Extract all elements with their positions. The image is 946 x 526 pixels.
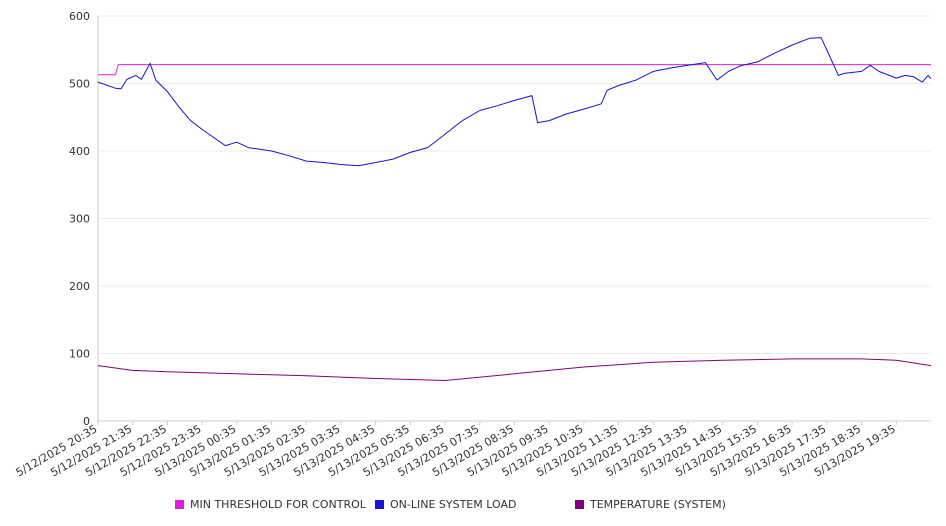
y-tick-label: 300 <box>69 213 90 226</box>
legend-swatch-temperature <box>575 500 584 509</box>
series-line-system-load <box>97 37 932 167</box>
legend-swatch-system-load <box>375 500 384 509</box>
series-line-min-threshold <box>98 64 931 76</box>
legend-item-temperature: TEMPERATURE (SYSTEM) <box>575 498 726 511</box>
legend-item-system-load: ON-LINE SYSTEM LOAD <box>375 498 516 511</box>
x-tick-labels: 5/12/2025 20:355/12/2025 21:355/12/2025 … <box>14 421 898 479</box>
y-tick-label: 500 <box>69 78 90 91</box>
legend-label-system-load: ON-LINE SYSTEM LOAD <box>390 498 517 511</box>
y-tick-label: 0 <box>83 415 90 428</box>
y-tick-label: 400 <box>69 145 90 158</box>
legend-item-min-threshold: MIN THRESHOLD FOR CONTROL <box>175 498 366 511</box>
grid-lines <box>98 15 931 354</box>
legend-label-min-threshold: MIN THRESHOLD FOR CONTROL <box>190 498 366 511</box>
series-lines <box>97 37 932 381</box>
y-tick-labels: 0 100 200 300 400 500 600 <box>69 10 90 428</box>
series-line-temperature <box>97 358 932 381</box>
y-tick-label: 600 <box>69 10 90 23</box>
legend-swatch-min-threshold <box>175 500 184 509</box>
legend-label-temperature: TEMPERATURE (SYSTEM) <box>590 498 726 511</box>
y-tick-label: 100 <box>69 348 90 361</box>
y-tick-label: 200 <box>69 280 90 293</box>
legend: MIN THRESHOLD FOR CONTROL ON-LINE SYSTEM… <box>0 496 946 516</box>
